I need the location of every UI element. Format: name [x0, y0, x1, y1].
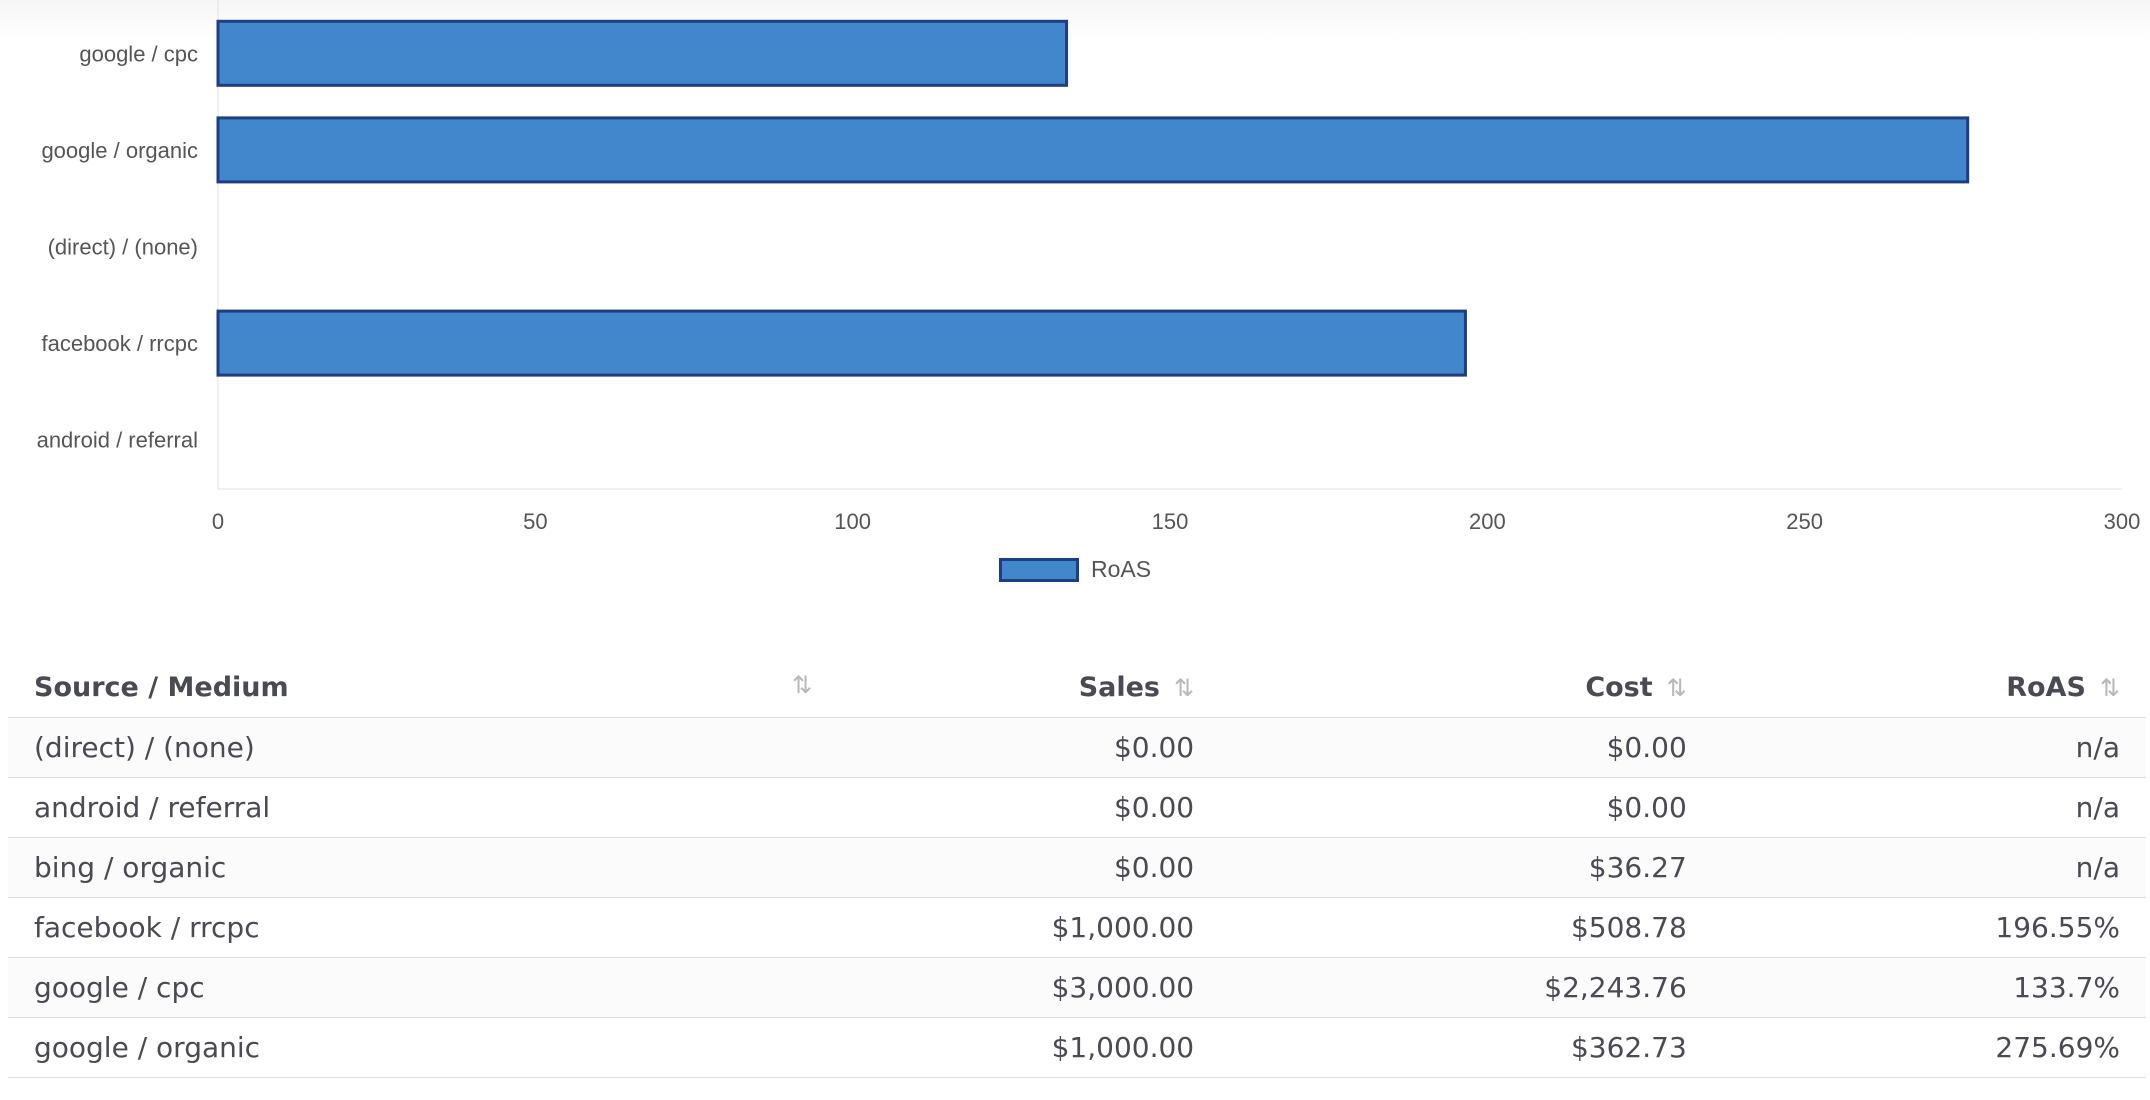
cell-source: google / cpc [8, 957, 740, 1018]
bar [216, 116, 1970, 184]
cell-cost: $0.00 [1232, 777, 1725, 838]
cell-roas: n/a [1724, 777, 2146, 838]
column-header-cost-label: Cost [1585, 671, 1653, 703]
legend-swatch-roas [998, 557, 1079, 582]
column-header-sales-label: Sales [1078, 671, 1161, 703]
roas-bar-chart: google / cpc google / organic (direct) / (… [0, 0, 2150, 583]
cell-sales: $1,000.00 [739, 1017, 1233, 1078]
column-header-cost[interactable]: Cost ⇅ [1232, 657, 1725, 718]
chart-svg: google / cpc google / organic (direct) / (… [37, 0, 2141, 534]
bar [216, 309, 1467, 377]
x-tick-label: 250 [1786, 509, 1823, 534]
y-tick-label: (direct) / (none) [48, 235, 198, 260]
sort-icon[interactable]: ⇅ [2099, 673, 2120, 702]
cell-roas: 196.55% [1724, 897, 2146, 958]
table-header-row: Source / Medium ⇅ Sales ⇅ Cost ⇅ RoAS ⇅ [8, 657, 2146, 718]
x-tick-label: 300 [2104, 509, 2141, 534]
table-row: bing / organic $0.00 $36.27 n/a [8, 837, 2146, 898]
cell-source: android / referral [8, 777, 740, 838]
sort-icon[interactable]: ⇅ [792, 671, 813, 699]
source-medium-table: Source / Medium ⇅ Sales ⇅ Cost ⇅ RoAS ⇅ (di… [8, 657, 2146, 1078]
cell-sales: $3,000.00 [739, 957, 1233, 1018]
table-row: google / cpc $3,000.00 $2,243.76 133.7% [8, 957, 2146, 1018]
legend-label-roas: RoAS [1090, 556, 1152, 582]
column-header-sales[interactable]: Sales ⇅ [739, 657, 1233, 718]
cell-source: google / organic [8, 1017, 740, 1078]
chart-legend[interactable]: RoAS [0, 556, 2150, 583]
cell-roas: n/a [1724, 837, 2146, 898]
x-tick-label: 100 [834, 509, 871, 534]
cell-sales: $1,000.00 [739, 897, 1233, 958]
table-row: google / organic $1,000.00 $362.73 275.6… [8, 1017, 2146, 1078]
x-tick-label: 150 [1152, 509, 1189, 534]
cell-cost: $362.73 [1232, 1017, 1725, 1078]
table-row: facebook / rrcpc $1,000.00 $508.78 196.5… [8, 897, 2146, 958]
bar [216, 19, 1069, 87]
x-tick-label: 50 [523, 509, 547, 534]
cell-roas: 275.69% [1724, 1017, 2146, 1078]
cell-source: bing / organic [8, 837, 740, 898]
table-row: android / referral $0.00 $0.00 n/a [8, 777, 2146, 838]
cell-sales: $0.00 [739, 777, 1233, 838]
data-table-wrap: Source / Medium ⇅ Sales ⇅ Cost ⇅ RoAS ⇅ (di… [8, 657, 2146, 1078]
cell-cost: $0.00 [1232, 717, 1725, 778]
column-header-source-label: Source / Medium [34, 671, 289, 703]
cell-cost: $36.27 [1232, 837, 1725, 898]
cell-cost: $508.78 [1232, 897, 1725, 958]
column-header-source[interactable]: Source / Medium ⇅ [8, 657, 812, 718]
y-tick-label: android / referral [37, 428, 198, 453]
sort-icon[interactable]: ⇅ [1666, 673, 1687, 702]
cell-roas: n/a [1724, 717, 2146, 778]
cell-sales: $0.00 [739, 837, 1233, 898]
column-header-roas[interactable]: RoAS ⇅ [1724, 657, 2146, 718]
cell-sales: $0.00 [739, 717, 1233, 778]
x-tick-label: 200 [1469, 509, 1506, 534]
x-tick-label: 0 [212, 509, 224, 534]
cell-cost: $2,243.76 [1232, 957, 1725, 1018]
y-tick-label: google / cpc [79, 41, 198, 66]
y-tick-label: google / organic [41, 138, 198, 163]
cell-roas: 133.7% [1724, 957, 2146, 1018]
column-header-roas-label: RoAS [2006, 671, 2086, 703]
table-row: (direct) / (none) $0.00 $0.00 n/a [8, 717, 2146, 778]
cell-source: (direct) / (none) [8, 717, 740, 778]
y-tick-label: facebook / rrcpc [41, 331, 198, 356]
sort-icon[interactable]: ⇅ [1174, 673, 1195, 702]
cell-source: facebook / rrcpc [8, 897, 740, 958]
